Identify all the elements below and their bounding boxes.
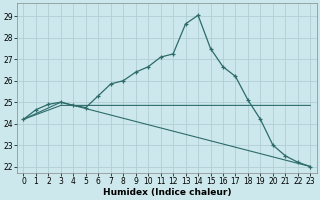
X-axis label: Humidex (Indice chaleur): Humidex (Indice chaleur) [103, 188, 231, 197]
